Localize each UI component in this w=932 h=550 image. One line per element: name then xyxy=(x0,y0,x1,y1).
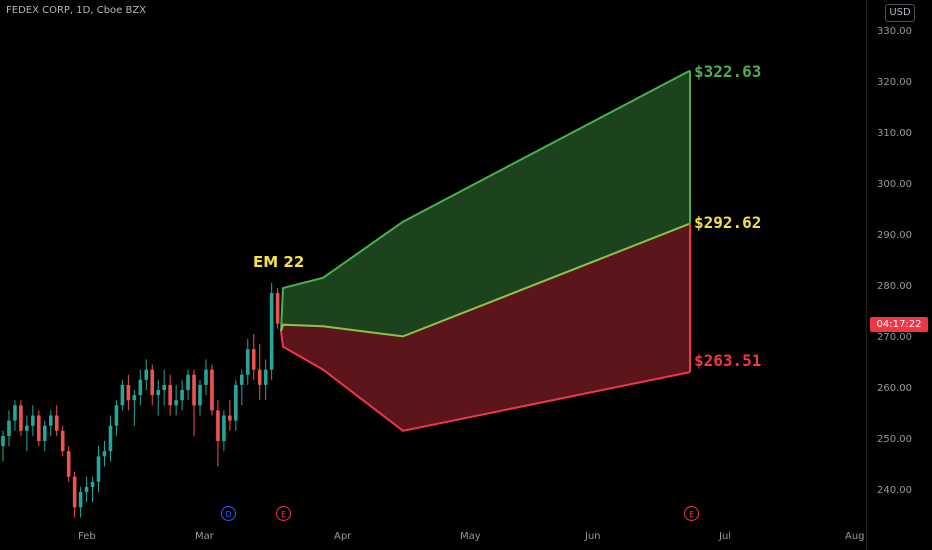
currency-button[interactable]: USD xyxy=(885,4,915,22)
time-tick-label: Apr xyxy=(334,531,352,542)
candle-body xyxy=(7,420,11,436)
candle-body xyxy=(138,379,143,396)
candle-body xyxy=(132,395,137,401)
upper-band-line xyxy=(280,69,691,332)
em-label: EM 22 xyxy=(253,253,305,271)
candle-body xyxy=(180,390,184,401)
time-tick-label: Mar xyxy=(195,531,214,542)
candle-body xyxy=(156,390,161,396)
bar-countdown: 04:17:22 xyxy=(870,317,928,332)
price-tick-label: 310.00 xyxy=(877,128,912,139)
candle-body xyxy=(114,405,119,426)
candle-body xyxy=(108,425,113,452)
candle-body xyxy=(120,384,125,406)
candle-body xyxy=(251,349,256,370)
candle-body xyxy=(37,415,41,441)
price-tick-label: 300.00 xyxy=(877,179,912,190)
candle-body xyxy=(19,405,23,431)
price-axis-separator xyxy=(866,0,867,550)
candle-body xyxy=(126,384,131,401)
upper-band-fill xyxy=(281,70,690,337)
time-tick-label: Aug xyxy=(845,531,865,542)
candle-body xyxy=(198,384,202,406)
candle-body xyxy=(96,456,101,482)
candle-body xyxy=(31,415,35,426)
candle-body xyxy=(210,369,214,411)
price-tick-label: 330.00 xyxy=(877,26,912,37)
candle-body xyxy=(222,415,226,441)
candle-body xyxy=(102,451,107,457)
lower-band-fill xyxy=(281,223,690,431)
earnings-event-icon[interactable]: E xyxy=(276,506,291,521)
time-tick-label: Feb xyxy=(78,531,96,542)
candlestick-series xyxy=(1,282,280,518)
candle-body xyxy=(25,425,29,431)
candle-body xyxy=(78,492,83,508)
middle-target-label: $292.62 xyxy=(694,213,762,232)
price-tick-label: 270.00 xyxy=(877,332,912,343)
price-tick-label: 260.00 xyxy=(877,383,912,394)
candle-body xyxy=(90,481,95,487)
candle-body xyxy=(150,369,155,396)
candle-body xyxy=(275,293,280,324)
candle-body xyxy=(60,430,65,452)
candle-body xyxy=(54,415,59,431)
price-tick-label: 250.00 xyxy=(877,434,912,445)
time-tick-label: May xyxy=(460,531,481,542)
chart-title: FEDEX CORP, 1D, Cboe BZX xyxy=(6,5,147,16)
candle-body xyxy=(204,369,208,385)
candle-body xyxy=(1,435,5,447)
candle-body xyxy=(174,400,178,406)
candle-body xyxy=(42,425,47,441)
candle-body xyxy=(186,374,190,390)
candle-body xyxy=(269,293,274,370)
dividend-event-icon[interactable]: D xyxy=(221,506,236,521)
time-tick-label: Jun xyxy=(585,531,601,542)
candle-body xyxy=(162,384,166,390)
candle-body xyxy=(13,405,17,421)
candle-body xyxy=(245,349,250,375)
candle-body xyxy=(228,415,232,421)
price-tick-label: 320.00 xyxy=(877,77,912,88)
earnings-event-icon[interactable]: E xyxy=(684,506,699,521)
candle-body xyxy=(66,451,71,477)
candle-body xyxy=(257,369,262,385)
candle-body xyxy=(48,415,53,426)
time-tick-label: Jul xyxy=(719,531,732,542)
candle-body xyxy=(192,374,196,406)
expected-move-bands xyxy=(280,69,691,432)
price-tick-label: 240.00 xyxy=(877,485,912,496)
candle-body xyxy=(144,369,149,380)
candle-body xyxy=(216,410,220,441)
middle-band-line xyxy=(280,222,691,338)
price-tick-label: 280.00 xyxy=(877,281,912,292)
candle-body xyxy=(240,374,244,385)
candle-body xyxy=(168,384,172,406)
candle-body xyxy=(72,476,77,508)
candle-body xyxy=(84,486,89,492)
candle-body xyxy=(234,384,238,421)
lower-target-label: $263.51 xyxy=(694,351,762,370)
price-tick-label: 290.00 xyxy=(877,230,912,241)
lower-band-line xyxy=(280,331,691,432)
candle-body xyxy=(263,369,268,385)
upper-target-label: $322.63 xyxy=(694,62,762,81)
